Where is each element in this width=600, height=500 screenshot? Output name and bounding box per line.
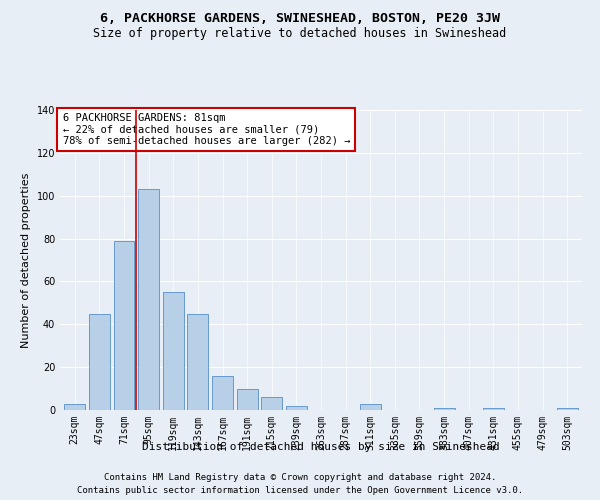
Bar xyxy=(360,404,381,410)
Bar xyxy=(261,397,282,410)
Bar xyxy=(286,406,307,410)
Bar xyxy=(163,292,184,410)
Text: 6 PACKHORSE GARDENS: 81sqm
← 22% of detached houses are smaller (79)
78% of semi: 6 PACKHORSE GARDENS: 81sqm ← 22% of deta… xyxy=(62,113,350,146)
Bar xyxy=(89,314,110,410)
Text: 6, PACKHORSE GARDENS, SWINESHEAD, BOSTON, PE20 3JW: 6, PACKHORSE GARDENS, SWINESHEAD, BOSTON… xyxy=(100,12,500,26)
Bar xyxy=(434,408,455,410)
Bar xyxy=(212,376,233,410)
Bar xyxy=(236,388,257,410)
Text: Contains HM Land Registry data © Crown copyright and database right 2024.: Contains HM Land Registry data © Crown c… xyxy=(104,472,496,482)
Bar xyxy=(483,408,504,410)
Bar xyxy=(64,404,85,410)
Bar xyxy=(113,240,134,410)
Text: Contains public sector information licensed under the Open Government Licence v3: Contains public sector information licen… xyxy=(77,486,523,495)
Text: Distribution of detached houses by size in Swineshead: Distribution of detached houses by size … xyxy=(142,442,500,452)
Bar xyxy=(187,314,208,410)
Bar xyxy=(138,190,159,410)
Y-axis label: Number of detached properties: Number of detached properties xyxy=(21,172,31,348)
Bar xyxy=(557,408,578,410)
Text: Size of property relative to detached houses in Swineshead: Size of property relative to detached ho… xyxy=(94,28,506,40)
